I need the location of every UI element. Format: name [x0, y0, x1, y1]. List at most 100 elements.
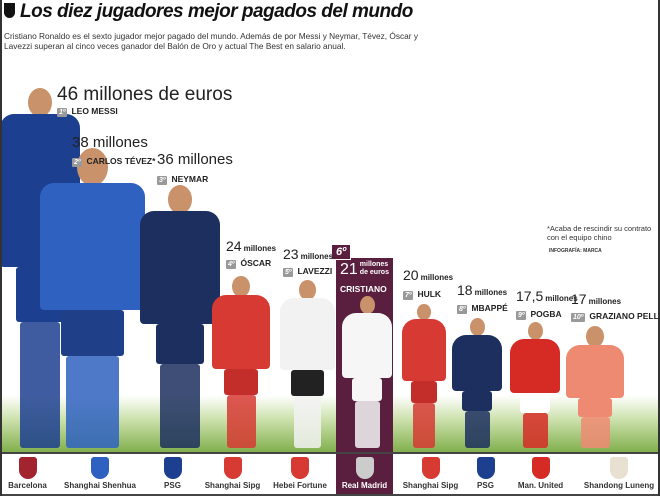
player-photo-mbappe: [452, 318, 502, 452]
club-hebei-fortune: Hebei Fortune: [265, 454, 335, 494]
socks: [522, 412, 548, 448]
player-name: POGBA: [530, 309, 562, 319]
player-label-lavezzi: 5º LAVEZZI: [283, 266, 332, 277]
value: 17: [571, 291, 587, 307]
head: [586, 326, 604, 347]
head: [28, 88, 52, 117]
jersey: [280, 298, 335, 371]
legs: [61, 310, 124, 356]
player-label-messi: 1º LEO MESSI: [57, 106, 118, 117]
salary-pogba: 17,5 millones: [516, 288, 578, 304]
credit: INFOGRAFÍA: MARCA: [549, 248, 602, 254]
unit: millones de euros: [359, 261, 389, 276]
club-crest-icon: [476, 457, 495, 479]
club-shanghai-sipg: Shanghai Sipg: [200, 454, 265, 494]
rank-badge: 10º: [571, 313, 586, 322]
rank-badge: 9º: [516, 311, 527, 320]
player-name: NEYMAR: [171, 174, 209, 184]
club-name: Shanghai Sipg: [204, 481, 261, 490]
value: 21: [340, 261, 358, 278]
club-barcelona: Barcelona: [0, 454, 55, 494]
socks: [464, 410, 490, 448]
club-name: Shanghai Sipg: [402, 481, 459, 490]
club-shanghai-sipg: Shanghai Sipg: [393, 454, 468, 494]
head: [527, 322, 543, 340]
infographic-title: Los diez jugadores mejor pagados del mun…: [4, 1, 413, 23]
socks: [580, 416, 610, 448]
socks: [413, 402, 435, 448]
player-photo-hulk: [402, 304, 446, 452]
player-photo-oscar: [212, 276, 270, 452]
club-crest-icon: [91, 457, 109, 479]
value: 20: [403, 267, 419, 283]
socks: [20, 321, 60, 448]
player-name: MBAPPÉ: [471, 303, 508, 313]
jersey: [140, 211, 220, 324]
club-crest-icon: [421, 457, 440, 479]
club-name: Hebei Fortune: [273, 481, 327, 490]
head: [359, 296, 375, 314]
head: [469, 318, 485, 336]
player-label-mbappe: 8º MBAPPÉ: [457, 303, 508, 314]
player-photo-pogba: [510, 322, 560, 452]
player-photo-pelle: [566, 326, 624, 452]
player-label-pogba: 9º POGBA: [516, 309, 562, 320]
title-bullet-icon: [4, 3, 15, 18]
salary-mbappe: 18 millones: [457, 282, 507, 298]
player-photo-neymar: [140, 185, 220, 452]
salary-neymar: 36 millones: [157, 151, 233, 168]
club-crest-icon: [610, 457, 628, 479]
jersey: [566, 345, 624, 399]
jersey: [40, 182, 145, 311]
socks: [160, 363, 200, 448]
player-name: CARLOS TÉVEZ*: [86, 156, 156, 166]
head: [168, 185, 192, 214]
club-name: Barcelona: [8, 481, 47, 490]
club-name: Shanghai Shenhua: [63, 481, 136, 490]
head: [76, 148, 109, 186]
legs: [223, 369, 259, 396]
rank-badge: 7º: [403, 291, 414, 300]
player-label-cristiano: CRISTIANO: [340, 284, 387, 294]
jersey: [452, 334, 502, 391]
player-name: HULK: [417, 289, 442, 299]
club-crest-icon: [355, 457, 374, 479]
legs: [410, 380, 438, 403]
club-shanghai-shenhua: Shanghai Shenhua: [55, 454, 145, 494]
salary-lavezzi: 23 millones: [283, 246, 333, 262]
club-name: PSG: [164, 481, 181, 490]
salary-tevez: 38 millones: [72, 134, 148, 151]
title-text: Los diez jugadores mejor pagados del mun…: [20, 1, 413, 22]
salary-pelle: 17 millones: [571, 291, 621, 307]
club-man-united: Man. United: [503, 454, 578, 494]
player-name: LAVEZZI: [297, 266, 333, 276]
socks: [354, 401, 380, 448]
club-psg: PSG: [468, 454, 503, 494]
rank-badge: 4º: [226, 260, 237, 269]
jersey: [342, 312, 392, 379]
club-psg: PSG: [145, 454, 200, 494]
footnote: *Acaba de rescindir su contrato con el e…: [547, 224, 652, 242]
salary-hulk: 20 millones: [403, 267, 453, 283]
salary-oscar: 24 millones: [226, 238, 276, 254]
jersey: [510, 338, 560, 394]
unit: millones: [545, 294, 578, 303]
club-name: Man. United: [517, 481, 564, 490]
legs: [520, 393, 550, 413]
rank-badge: 1º: [57, 108, 68, 117]
socks: [293, 396, 322, 448]
legs: [291, 370, 324, 397]
club-shandong-luneng: Shandong Luneng: [578, 454, 660, 494]
socks: [66, 355, 119, 448]
unit: millones: [420, 273, 454, 282]
legs: [577, 398, 613, 417]
head: [417, 304, 431, 320]
unit: millones: [588, 297, 622, 306]
value: 17,5: [516, 288, 544, 304]
unit: millones: [474, 288, 508, 297]
legs: [156, 323, 204, 364]
socks: [226, 395, 256, 448]
rank-badge: 2º: [72, 158, 83, 167]
club-crest-icon: [531, 457, 550, 479]
club-name: Real Madrid: [341, 481, 388, 490]
